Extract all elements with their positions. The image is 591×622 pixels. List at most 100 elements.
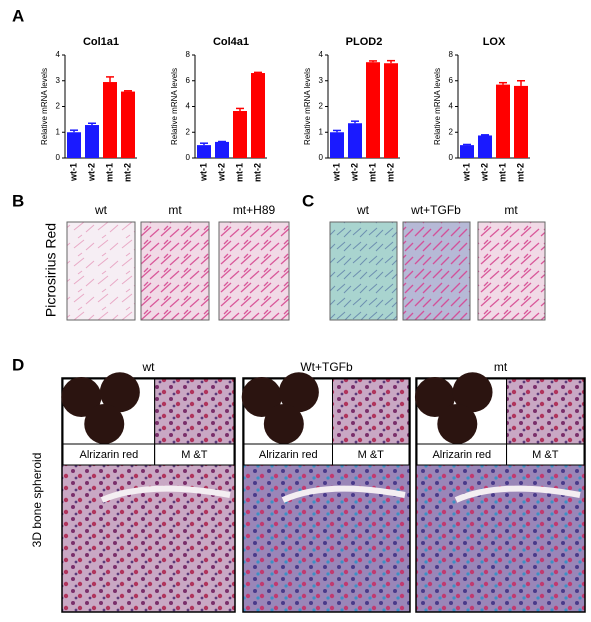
bar xyxy=(478,135,492,158)
inset-label: M &T xyxy=(181,449,208,461)
micrograph xyxy=(218,221,290,321)
panel-label: A xyxy=(12,6,24,25)
bar xyxy=(85,125,99,158)
bar xyxy=(366,62,380,158)
x-tick-label: mt-2 xyxy=(122,163,132,182)
bar xyxy=(103,82,117,158)
column-title: mt xyxy=(504,203,518,217)
x-tick-label: mt-2 xyxy=(252,163,262,182)
panel-label: B xyxy=(12,191,24,210)
y-tick-label: 2 xyxy=(319,102,324,111)
row-label: 3D bone spheroid xyxy=(30,453,44,548)
spheroid xyxy=(452,372,493,413)
inset-label: Alrizarin red xyxy=(80,449,139,461)
x-tick-label: mt-2 xyxy=(385,163,395,182)
bar xyxy=(514,85,528,158)
vessel xyxy=(281,485,406,503)
bar xyxy=(121,91,135,158)
y-tick-label: 2 xyxy=(56,102,61,111)
x-tick-label: mt-2 xyxy=(515,163,525,182)
row-label: Picrosirius Red xyxy=(43,223,59,317)
x-tick-label: mt-1 xyxy=(497,163,507,182)
y-tick-label: 4 xyxy=(449,102,454,111)
y-axis-label: Relative mRNA levels xyxy=(303,68,312,145)
vessel xyxy=(100,485,231,503)
label-box xyxy=(506,443,585,466)
column-title: wt+TGFb xyxy=(410,203,461,217)
chart-title: Col4a1 xyxy=(213,36,249,48)
y-tick-label: 2 xyxy=(186,127,191,136)
column-title: wt xyxy=(142,360,156,374)
spheroid xyxy=(84,404,125,444)
y-tick-label: 1 xyxy=(56,127,61,136)
bar xyxy=(233,111,247,158)
column-title: Wt+TGFb xyxy=(300,360,353,374)
x-tick-label: wt-2 xyxy=(86,163,96,182)
label-box xyxy=(154,443,235,466)
spheroid xyxy=(414,377,455,417)
inset-label: M &T xyxy=(532,449,559,461)
x-tick-label: wt-1 xyxy=(461,163,471,182)
spheroid xyxy=(263,404,304,444)
chart-title: Col1a1 xyxy=(83,36,119,48)
inset-label: Alrizarin red xyxy=(259,449,318,461)
spheroid xyxy=(278,372,319,413)
y-tick-label: 8 xyxy=(186,50,191,59)
chart-title: PLOD2 xyxy=(346,36,383,48)
column-title: wt xyxy=(356,203,370,217)
y-tick-label: 0 xyxy=(449,153,454,162)
column-title: wt xyxy=(94,203,108,217)
y-tick-label: 4 xyxy=(56,50,61,59)
spheroid xyxy=(61,377,102,417)
y-tick-label: 4 xyxy=(319,50,324,59)
label-box xyxy=(332,443,410,466)
bar xyxy=(215,141,229,158)
y-tick-label: 8 xyxy=(449,50,454,59)
spheroid xyxy=(437,404,478,444)
x-tick-label: mt-1 xyxy=(104,163,114,182)
y-axis-label: Relative mRNA levels xyxy=(40,68,49,145)
x-tick-label: wt-1 xyxy=(331,163,341,182)
y-tick-label: 4 xyxy=(186,102,191,111)
x-tick-label: mt-1 xyxy=(234,163,244,182)
y-tick-label: 6 xyxy=(449,76,454,85)
x-tick-label: wt-2 xyxy=(216,163,226,182)
bar xyxy=(460,145,474,158)
bar xyxy=(496,84,510,158)
y-tick-label: 0 xyxy=(186,153,191,162)
inset-label: M &T xyxy=(358,449,385,461)
y-axis-label: Relative mRNA levels xyxy=(433,68,442,145)
column-title: mt xyxy=(494,360,508,374)
y-tick-label: 0 xyxy=(319,153,324,162)
x-tick-label: wt-1 xyxy=(68,163,78,182)
y-axis-label: Relative mRNA levels xyxy=(170,68,179,145)
bar xyxy=(348,123,362,158)
panel-label: D xyxy=(12,355,24,374)
x-tick-label: wt-2 xyxy=(349,163,359,182)
x-tick-label: wt-1 xyxy=(198,163,208,182)
inset-label: Alrizarin red xyxy=(432,449,491,461)
spheroid xyxy=(241,377,282,417)
bar xyxy=(330,132,344,158)
micrograph xyxy=(402,221,471,321)
micrograph xyxy=(477,221,546,321)
y-tick-label: 6 xyxy=(186,76,191,85)
x-tick-label: mt-1 xyxy=(367,163,377,182)
bar xyxy=(67,132,81,158)
bar xyxy=(251,73,265,158)
panel-d: wt Alrizarin red M &T Wt+TGFb Alrizarin red M… xyxy=(61,360,586,613)
micrograph xyxy=(66,221,136,321)
y-tick-label: 1 xyxy=(319,127,324,136)
y-tick-label: 3 xyxy=(319,76,324,85)
x-tick-label: wt-2 xyxy=(479,163,489,182)
y-tick-label: 0 xyxy=(56,153,61,162)
vessel xyxy=(454,485,581,503)
panel-label: C xyxy=(302,191,314,210)
column-title: mt xyxy=(168,203,182,217)
micrograph xyxy=(329,221,398,321)
spheroid xyxy=(99,372,140,413)
y-tick-label: 2 xyxy=(449,127,454,136)
bar xyxy=(197,145,211,158)
y-tick-label: 3 xyxy=(56,76,61,85)
